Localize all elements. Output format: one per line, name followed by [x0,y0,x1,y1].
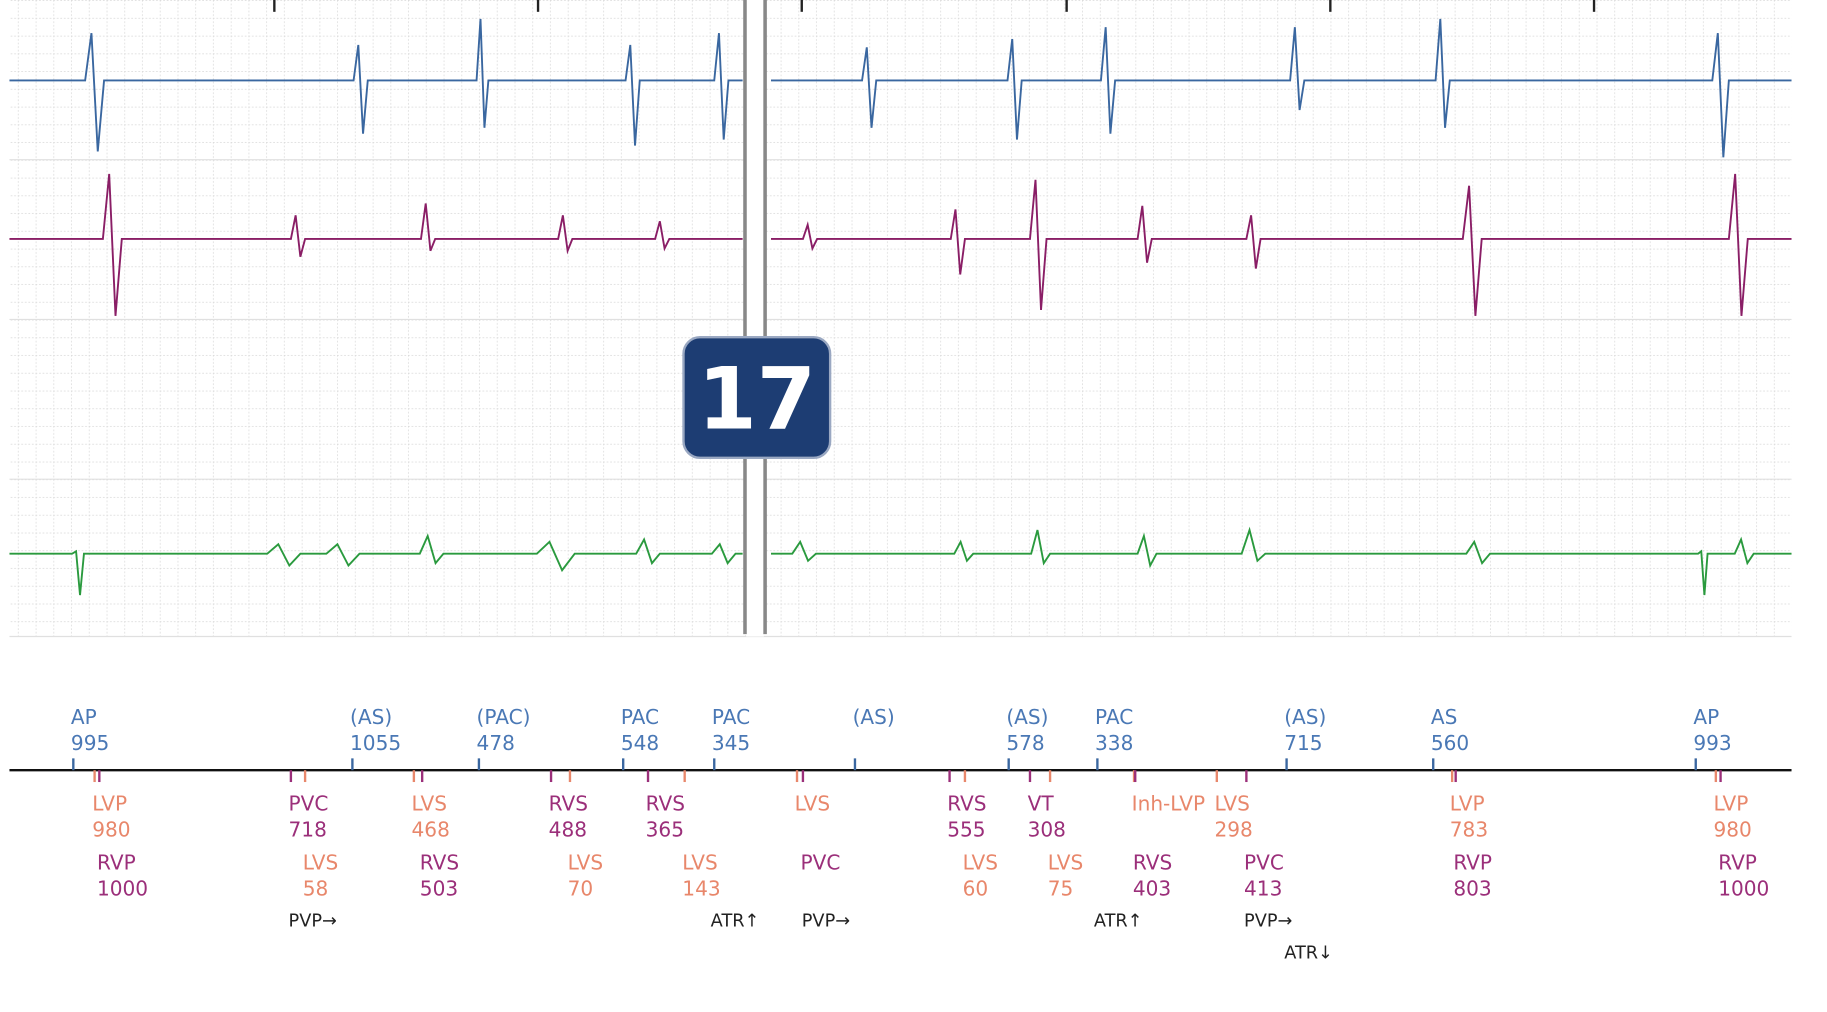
grid [9,0,1792,637]
atrial-label: PAC [621,705,659,729]
ventricular-label: LVS [1048,851,1083,875]
ventricular-value: 783 [1450,817,1488,841]
ventricular-value: 1000 [1718,877,1769,901]
ventricular-label: LVS [412,791,447,815]
ventricular-label: LVP [1713,791,1748,815]
trace [771,18,1792,158]
atrial-value: 578 [1006,731,1044,755]
ventricular-label: RVP [1453,851,1492,875]
ventricular-label: PVC [801,851,841,875]
ventricular-value: 718 [289,817,327,841]
gap-lines [743,0,767,635]
ventricular-value: 488 [549,817,587,841]
ventricular-value: 308 [1028,817,1066,841]
annotation: PVP→ [289,911,337,931]
trace [771,173,1792,316]
ventricular-value: 468 [412,817,450,841]
atrial-label: PAC [712,705,750,729]
atrial-label: AP [71,705,97,729]
trace [9,533,743,596]
atrial-label: (AS) [853,705,895,729]
trace [9,18,743,152]
ventricular-label: LVS [1214,791,1249,815]
ventricular-value: 365 [646,817,684,841]
atrial-label: AS [1431,705,1458,729]
trace [9,173,743,316]
badge [682,336,832,460]
annotation: ATR↓ [1284,943,1333,963]
atrial-value: 560 [1431,731,1469,755]
ventricular-label: LVS [963,851,998,875]
strip-dividers [9,159,1792,638]
annotation: PVP→ [802,911,850,931]
atrial-value: 338 [1095,731,1133,755]
trace [771,526,1792,596]
annotation: ATR↑ [1094,911,1143,931]
ventricular-label: Inh-LVP [1132,791,1205,815]
ventricular-value: 58 [303,877,329,901]
atrial-value: 995 [71,731,109,755]
atrial-label: (PAC) [477,705,531,729]
ventricular-value: 143 [682,877,720,901]
ventricular-label: LVP [1450,791,1485,815]
annotation: PVP→ [1244,911,1292,931]
atrial-value: 548 [621,731,659,755]
atrial-value: 1055 [350,731,401,755]
atrial-value: 715 [1284,731,1322,755]
ventricular-value: 980 [1713,817,1751,841]
time-ticks [273,0,1596,12]
ventricular-label: LVS [682,851,717,875]
gap [746,0,764,637]
ventricular-value: 60 [963,877,989,901]
ventricular-label: VT [1028,791,1055,815]
ventricular-value: 1000 [97,877,148,901]
atrial-value: 993 [1693,731,1731,755]
ventricular-label: RVS [1133,851,1172,875]
ventricular-label: LVP [92,791,127,815]
atrial-label: PAC [1095,705,1133,729]
ventricular-label: RVP [1718,851,1757,875]
ventricular-value: 980 [92,817,130,841]
ventricular-label: LVS [303,851,338,875]
atrial-label: (AS) [350,705,392,729]
annotation: ATR↑ [711,911,760,931]
ventricular-label: RVS [420,851,459,875]
atrial-label: AP [1693,705,1719,729]
ventricular-label: LVS [568,851,603,875]
ventricular-value: 70 [568,877,594,901]
ventricular-value: 803 [1453,877,1491,901]
atrial-label: (AS) [1284,705,1326,729]
ventricular-value: 75 [1048,877,1074,901]
atrial-label: (AS) [1006,705,1048,729]
ventricular-label: PVC [289,791,329,815]
ventricular-value: 503 [420,877,458,901]
ventricular-label: PVC [1244,851,1284,875]
ventricular-label: LVS [795,791,830,815]
ventricular-label: RVS [646,791,685,815]
ventricular-value: 413 [1244,877,1282,901]
ventricular-value: 555 [947,817,985,841]
atrial-value: 478 [477,731,515,755]
ventricular-value: 298 [1214,817,1252,841]
ventricular-label: RVP [97,851,136,875]
ventricular-value: 403 [1133,877,1171,901]
atrial-value: 345 [712,731,750,755]
ventricular-label: RVS [947,791,986,815]
badge-number: 17 [698,350,816,449]
ventricular-label: RVS [549,791,588,815]
